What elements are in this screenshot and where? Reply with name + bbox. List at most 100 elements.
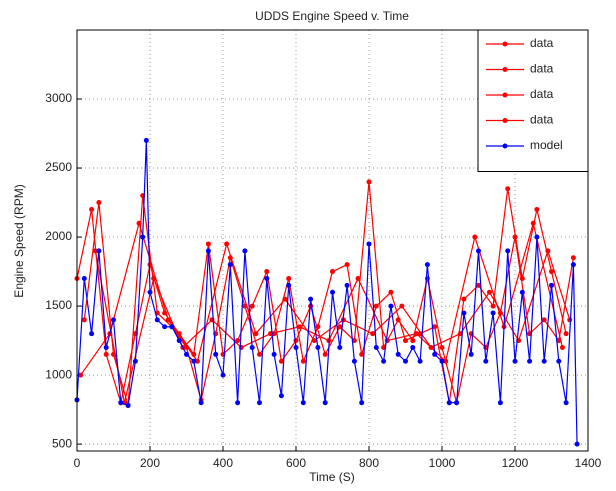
data-point <box>96 200 102 206</box>
data-point <box>311 338 317 344</box>
data-line <box>80 221 571 376</box>
x-axis-label: Time (S) <box>309 470 355 484</box>
data-point <box>140 234 146 240</box>
data-point <box>242 248 248 254</box>
data-point <box>359 351 365 357</box>
data-point <box>534 234 540 240</box>
x-tick-label: 200 <box>140 456 160 470</box>
chart-title: UDDS Engine Speed v. Time <box>255 9 409 23</box>
y-tick-label: 2000 <box>45 229 72 243</box>
data-point <box>486 289 492 295</box>
data-point <box>366 179 372 185</box>
data-point <box>176 338 182 344</box>
data-point <box>220 372 226 378</box>
data-point <box>282 296 288 302</box>
y-tick-label: 3000 <box>45 91 72 105</box>
data-point <box>388 289 394 295</box>
data-point <box>505 186 511 192</box>
x-tick-label: 800 <box>359 456 379 470</box>
data-point <box>373 344 379 350</box>
data-point <box>227 262 233 268</box>
data-point <box>541 317 547 323</box>
data-point <box>351 338 357 344</box>
data-point <box>534 206 540 212</box>
legend-marker <box>502 41 508 47</box>
data-point <box>549 269 554 275</box>
legend-label: data <box>530 87 554 101</box>
y-tick-label: 1500 <box>45 298 72 312</box>
data-point <box>359 400 365 406</box>
data-point <box>563 400 569 406</box>
data-point <box>235 400 241 406</box>
data-point <box>355 275 361 281</box>
data-point <box>184 351 189 357</box>
data-point <box>315 324 321 330</box>
data-point <box>191 351 197 357</box>
series <box>74 137 580 447</box>
data-point <box>322 351 328 357</box>
data-point <box>330 289 335 295</box>
data-point <box>439 344 445 350</box>
data-point <box>264 275 270 281</box>
data-point <box>417 331 423 337</box>
data-point <box>337 324 343 330</box>
data-point <box>111 317 116 323</box>
data-point <box>194 358 200 364</box>
data-point <box>81 317 87 323</box>
data-line <box>83 188 567 406</box>
data-point <box>81 275 87 281</box>
legend-marker <box>502 67 508 72</box>
data-point <box>271 351 277 357</box>
x-tick-label: 1400 <box>575 456 602 470</box>
data-point <box>413 331 419 337</box>
data-point <box>366 241 372 247</box>
data-point <box>519 275 525 281</box>
data-point <box>373 303 379 309</box>
data-point <box>89 331 95 337</box>
data-point <box>476 282 481 288</box>
data-point <box>567 317 573 323</box>
data-point <box>300 358 306 364</box>
data-point <box>315 344 321 350</box>
data-point <box>351 358 357 364</box>
data-point <box>337 344 343 350</box>
data-point <box>512 358 518 364</box>
data-point <box>154 317 160 323</box>
data-point <box>286 275 292 281</box>
data-point <box>476 248 481 254</box>
legend: data data data data model <box>477 29 589 172</box>
data-point <box>191 358 197 364</box>
data-point <box>446 400 452 406</box>
data-point <box>257 400 262 406</box>
data-point <box>253 331 259 337</box>
data-point <box>205 248 211 254</box>
series <box>78 220 573 378</box>
data-point <box>556 358 562 364</box>
data-point <box>297 324 303 330</box>
data-point <box>443 358 449 364</box>
legend-marker <box>502 92 508 98</box>
data-point <box>384 338 390 344</box>
data-point <box>403 358 408 364</box>
data-point <box>147 289 153 295</box>
data-point <box>136 220 142 226</box>
data-point <box>293 344 299 350</box>
data-point <box>103 344 109 350</box>
data-point <box>103 351 109 357</box>
data-point <box>143 137 149 143</box>
data-point <box>151 275 157 281</box>
data-point <box>293 338 299 344</box>
data-point <box>570 262 576 268</box>
data-point <box>410 338 416 344</box>
data-point <box>468 351 474 357</box>
data-point <box>344 262 350 268</box>
data-point <box>563 331 569 337</box>
data-point <box>403 338 408 344</box>
data-point <box>472 234 478 240</box>
data-point <box>461 310 467 316</box>
data-point <box>344 282 350 288</box>
data-point <box>370 331 376 337</box>
legend-marker <box>502 118 508 123</box>
data-point <box>235 338 241 344</box>
data-point <box>132 358 138 364</box>
